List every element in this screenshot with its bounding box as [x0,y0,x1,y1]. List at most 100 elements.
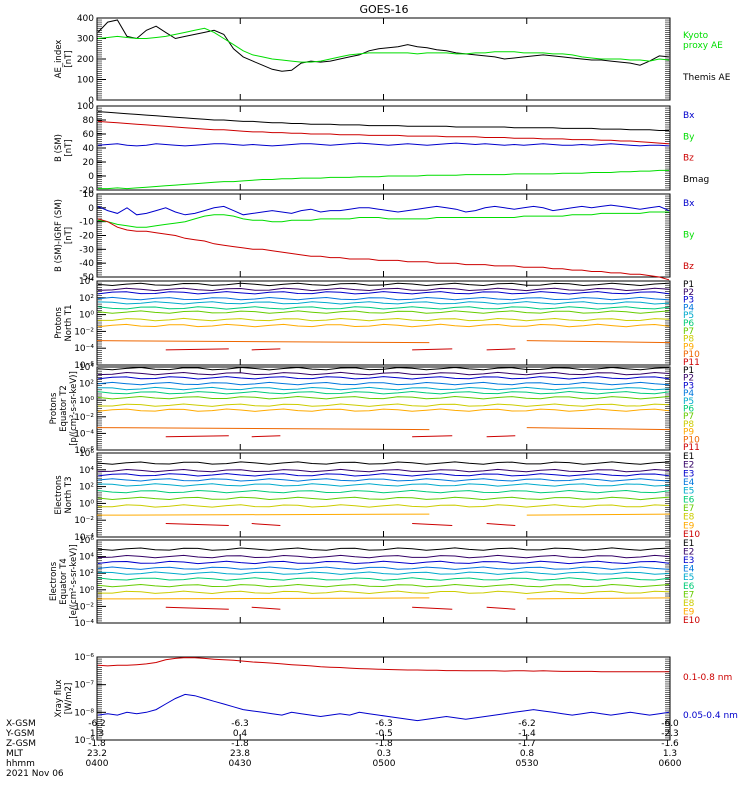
ee-channel-2-line [97,560,670,565]
bsm-ytick-label: -20 [79,186,94,196]
en-legend-e7: E7 [683,504,694,514]
pe-channel-7-line [98,403,670,407]
en-channel-8-line [526,513,671,516]
ee-ytick-label: 10² [79,569,94,579]
footer-row-label: X-GSM [6,719,36,729]
footer-row-label: MLT [6,749,24,759]
en-ytick-label: 10⁶ [79,449,94,459]
pe-channel-1-line [97,371,670,376]
bigrf-series-2-line [97,218,670,281]
xray-legend-1: 0.05-0.4 nm [683,711,738,721]
footer-value: 0430 [229,759,252,769]
pe-channel-6-line [97,395,670,400]
bsm-series-2-line [97,142,670,147]
pn-legend-p8: P8 [683,335,694,345]
plot-title: GOES-16 [359,3,408,16]
ee-channel-3-line [97,566,670,570]
ee-ytick-label: 10⁶ [79,536,94,546]
ae-ytick-label: 200 [77,55,94,65]
ae-ylabel: [nT] [64,50,74,67]
footer-value: 0400 [86,759,109,769]
pn-channel-10-line [412,348,453,351]
pn-legend-p11: P11 [683,358,700,368]
en-channel-6-line [97,496,670,501]
ae-legend-2: Themis AE [682,73,731,83]
pe-frame [96,366,671,451]
ae-ytick-label: 0 [88,96,94,106]
footer-value: -1.8 [375,739,393,749]
bsm-frame [96,105,671,191]
en-legend-e9: E9 [683,521,695,531]
en-ytick-label: 10² [79,483,94,493]
bigrf-series-1-line [97,211,669,228]
pn-channel-5-line [97,306,670,310]
pn-ytick-label: 10⁻² [74,327,94,337]
en-legend-e6: E6 [683,495,695,505]
bsm-ylabel: [nT] [64,139,74,156]
bsm-series-3-line [98,169,669,190]
pe-legend-p8: P8 [683,420,694,430]
footer-value: 23.8 [230,749,250,759]
ae-legend-1: proxy AE [683,41,723,51]
en-channel-9-line [251,523,281,527]
en-legend-e2: E2 [683,461,694,471]
pn-channel-10-line [251,348,281,351]
ae-ytick-label: 300 [77,35,94,45]
ee-legend-e3: E3 [683,556,694,566]
bsm-ytick-label: 20 [83,158,95,168]
pe-channel-9-line [96,427,430,431]
pe-channel-2-line [97,376,670,380]
pe-legend-p10: P10 [683,435,700,445]
pe-legend-p2: P2 [683,374,694,384]
en-channel-7-line [98,504,670,508]
pe-legend-p9: P9 [683,428,694,438]
pe-channel-10-line [251,435,281,438]
pe-legend-p6: P6 [683,405,694,415]
en-ytick-label: 10⁻² [74,516,94,526]
pe-legend-p5: P5 [683,397,694,407]
pe-ytick-label: 10⁴ [79,363,94,373]
pn-channel-6-line [97,310,670,314]
ae-ytick-label: 100 [77,76,94,86]
ee-channel-9-line [165,606,229,610]
pe-ylabel: Equator T2 [59,385,69,432]
pn-legend-p3: P3 [683,296,694,306]
ee-legend-e6: E6 [683,582,695,592]
ee-channel-4-line [97,571,670,575]
ee-ytick-label: 10⁻⁴ [74,619,94,629]
footer-value: 1.3 [663,749,677,759]
pn-legend-p9: P9 [683,342,694,352]
ae-legend-0: Kyoto [683,31,709,41]
ee-ytick-label: 10⁴ [79,553,94,563]
ee-ytick-label: 10⁻² [74,602,94,612]
pn-channel-7-line [98,317,670,322]
date-label: 2021 Nov 06 [6,769,64,779]
footer-value: -1.4 [518,729,536,739]
ee-frame [96,539,671,624]
bigrf-legend-0: Bx [683,199,695,209]
bsm-ytick-label: 60 [83,130,95,140]
bigrf-legend-1: By [683,231,695,241]
ee-legend-e5: E5 [683,573,694,583]
en-ylabel: North T3 [64,476,74,513]
pe-ytick-label: 10⁻⁴ [74,429,94,439]
bsm-ylabel: B (SM) [54,134,64,162]
pn-channel-9-line [526,340,671,344]
footer-value: -1.7 [518,739,536,749]
pe-ytick-label: 10⁻² [74,413,94,423]
pn-ytick-label: 10⁰ [79,311,94,321]
bsm-ytick-label: 0 [88,172,94,182]
pe-channel-10-line [165,435,229,438]
pe-ylabel: [p/(cm²-s-sr-keV)] [69,371,79,446]
bigrf-ytick-label: 10 [83,190,95,200]
bigrf-ytick-label: 0 [88,204,94,214]
en-channel-2-line [97,473,670,477]
ee-legend-e8: E8 [683,599,695,609]
pn-ylabel: Protons [54,307,64,339]
footer-value: -6.2 [518,719,536,729]
footer-row-label: hhmm [6,759,35,769]
xray-ylabel: Xray flux [54,679,64,717]
ee-ylabel: Electrons [49,561,59,601]
pn-frame [96,280,671,366]
pn-legend-p7: P7 [683,327,694,337]
